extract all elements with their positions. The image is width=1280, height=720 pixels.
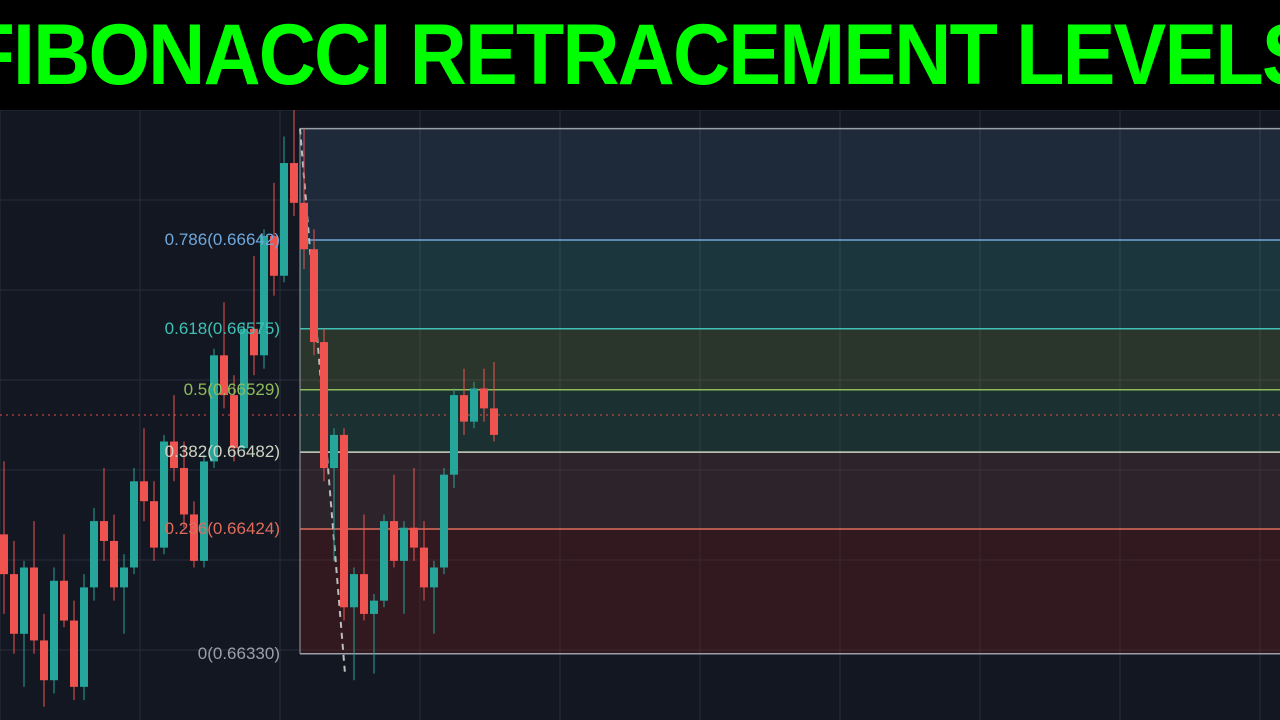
- fib-level-label: 0.618(0.66575): [165, 319, 280, 339]
- candlestick-chart: [0, 110, 1280, 720]
- page-title: FIBONACCI RETRACEMENT LEVELS: [0, 6, 1280, 105]
- fib-level-label: 0(0.66330): [198, 644, 280, 664]
- fib-level-label: 0.786(0.66642): [165, 230, 280, 250]
- fib-level-label: 0.5(0.66529): [184, 380, 280, 400]
- chart-area[interactable]: 0.786(0.66642) 0.618(0.66575) 0.5(0.66529)…: [0, 110, 1280, 720]
- fib-level-label: 0.236(0.66424): [165, 519, 280, 539]
- fib-level-label: 0.382(0.66482): [165, 442, 280, 462]
- title-banner: FIBONACCI RETRACEMENT LEVELS: [0, 0, 1280, 110]
